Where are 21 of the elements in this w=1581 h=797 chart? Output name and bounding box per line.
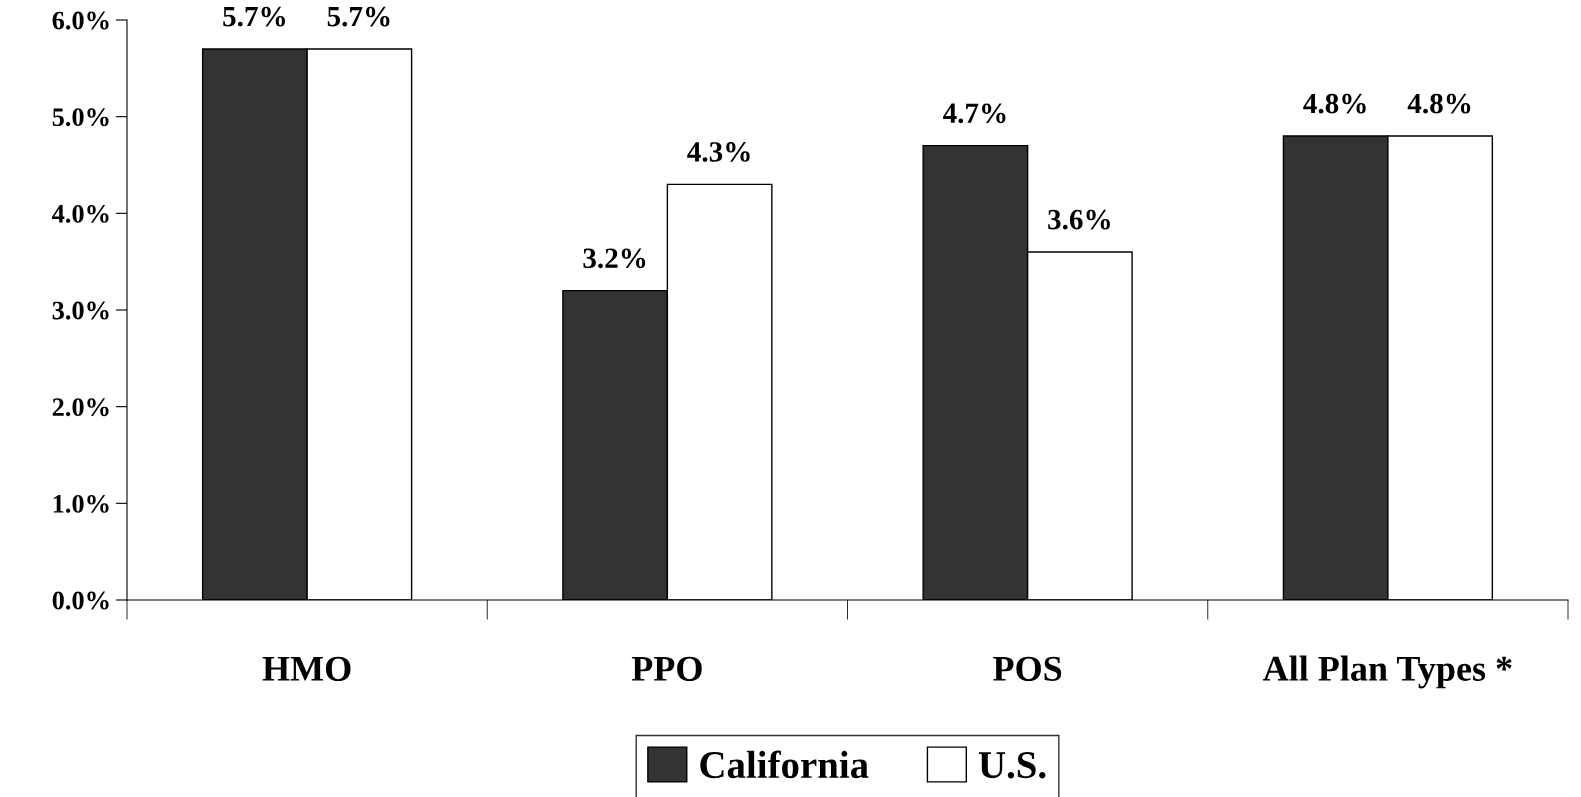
data-label: 4.3% bbox=[687, 142, 750, 162]
x-tick-label: All Plan Types * bbox=[1262, 655, 1512, 689]
y-tick-label: 0.0% bbox=[52, 591, 109, 610]
x-tick-label: PPO bbox=[631, 656, 702, 681]
x-tick-label: HMO bbox=[262, 656, 351, 681]
legend-label: U.S. bbox=[978, 752, 1046, 779]
y-tick-label: 1.0% bbox=[53, 494, 109, 513]
data-label: 3.2% bbox=[583, 248, 646, 269]
data-label: 3.6% bbox=[1048, 209, 1110, 230]
y-tick-label: 6.0% bbox=[52, 11, 109, 30]
data-label: 4.7% bbox=[942, 103, 1006, 124]
data-label: 4.8% bbox=[1407, 93, 1471, 114]
y-tick-label: 4.0% bbox=[52, 204, 109, 223]
y-tick-label: 3.0% bbox=[52, 301, 109, 320]
legend-label: California bbox=[700, 750, 869, 779]
data-label: 5.7% bbox=[327, 6, 390, 27]
x-tick-label: POS bbox=[993, 656, 1062, 681]
y-tick-label: 5.0% bbox=[52, 108, 109, 127]
data-label: 5.7% bbox=[223, 6, 285, 27]
y-tick-label: 2.0% bbox=[52, 398, 109, 417]
data-label: 4.8% bbox=[1303, 93, 1366, 114]
